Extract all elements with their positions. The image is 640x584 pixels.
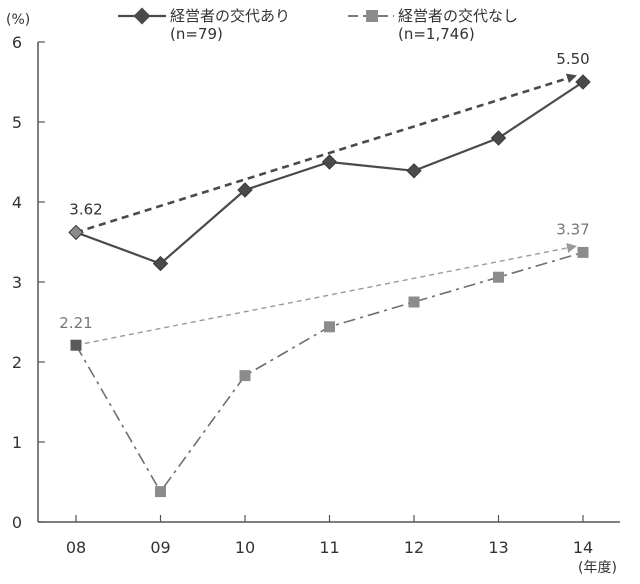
x-tick-label: 08: [66, 538, 86, 557]
data-point-series-1: [575, 74, 591, 90]
x-tick-label: 12: [404, 538, 424, 557]
trend-arrow-series-2: [75, 243, 577, 346]
y-tick-label: 1: [12, 433, 22, 452]
y-tick-label: 2: [12, 353, 22, 372]
data-point-series-1: [490, 130, 507, 146]
data-label: 3.37: [556, 220, 589, 238]
y-tick-label: 5: [12, 113, 22, 132]
y-tick-label: 6: [12, 33, 22, 52]
data-point-series-1: [321, 154, 338, 170]
legend-sample-series-1: (n=79): [170, 25, 223, 43]
data-point-series-1: [152, 255, 169, 272]
data-point-series-2: [239, 370, 251, 382]
trend-arrows: [75, 73, 577, 346]
legend-item-series-1: 経営者の交代あり (n=79): [118, 7, 290, 43]
data-label: 5.50: [556, 50, 589, 68]
trend-arrow-series-1: [75, 73, 577, 234]
legend-label-series-1: 経営者の交代あり: [170, 7, 290, 25]
x-tick-label: 11: [319, 538, 339, 557]
x-tick-label: 13: [488, 538, 508, 557]
data-point-series-2: [577, 246, 589, 258]
annotation-layer: 3.62 5.50 2.21 3.37: [59, 50, 589, 332]
data-point-series-2: [493, 271, 504, 283]
series-layer: [68, 74, 591, 498]
square-marker-icon: [366, 10, 378, 22]
diamond-marker-icon: [133, 7, 151, 25]
x-axis-unit: (年度): [578, 560, 617, 576]
legend-sample-series-2: (n=1,746): [398, 25, 475, 43]
x-tick-label: 10: [235, 538, 255, 557]
data-point-series-2: [70, 339, 82, 351]
data-point-series-1: [68, 224, 84, 241]
data-label: 2.21: [59, 314, 92, 332]
data-label: 3.62: [69, 200, 102, 218]
y-tick-label: 0: [12, 513, 22, 532]
x-tick-label: 09: [150, 538, 170, 557]
y-tick-label: 3: [12, 273, 22, 292]
y-axis-unit: (%): [6, 12, 30, 28]
data-point-series-1: [406, 163, 422, 179]
series-line-1: [75, 81, 584, 265]
data-point-series-1: [237, 182, 253, 198]
legend-item-series-2: 経営者の交代なし (n=1,746): [348, 7, 518, 43]
legend: 経営者の交代あり (n=79) 経営者の交代なし (n=1,746): [118, 7, 518, 43]
data-point-series-2: [324, 321, 335, 333]
data-point-series-2: [408, 296, 420, 308]
data-point-series-2: [155, 486, 166, 498]
x-tick-label: 14: [573, 538, 593, 557]
y-tick-label: 4: [12, 193, 22, 212]
series-line-2: [75, 251, 584, 494]
legend-label-series-2: 経営者の交代なし: [398, 7, 518, 25]
